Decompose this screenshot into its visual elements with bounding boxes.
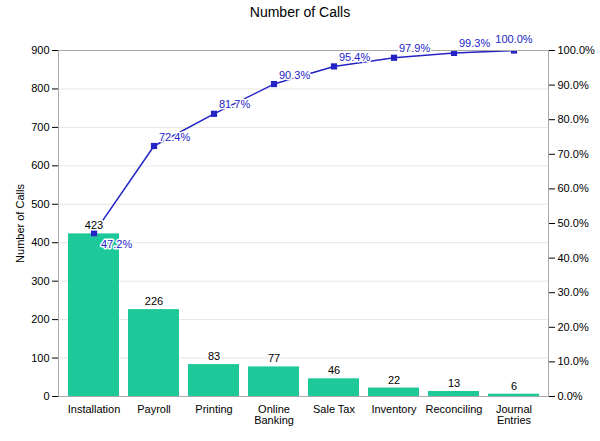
svg-text:423: 423: [85, 219, 103, 231]
svg-text:30.0%: 30.0%: [558, 286, 589, 298]
svg-text:JournalEntries: JournalEntries: [496, 403, 532, 426]
svg-text:226: 226: [145, 295, 163, 307]
svg-text:800: 800: [31, 82, 49, 94]
svg-text:13: 13: [448, 377, 460, 389]
svg-text:Number of Calls: Number of Calls: [14, 184, 26, 263]
svg-text:47.2%: 47.2%: [101, 238, 132, 250]
svg-text:300: 300: [31, 275, 49, 287]
svg-text:90.0%: 90.0%: [558, 79, 589, 91]
svg-text:Sale Tax: Sale Tax: [313, 403, 355, 415]
svg-text:80.0%: 80.0%: [558, 113, 589, 125]
svg-text:90.3%: 90.3%: [279, 69, 310, 81]
svg-text:100.0%: 100.0%: [495, 33, 533, 45]
svg-text:500: 500: [31, 198, 49, 210]
svg-text:100.0%: 100.0%: [558, 44, 596, 56]
svg-text:100: 100: [31, 352, 49, 364]
svg-text:400: 400: [31, 236, 49, 248]
svg-text:Installation: Installation: [68, 403, 121, 415]
svg-text:40.0%: 40.0%: [558, 252, 589, 264]
svg-text:0: 0: [43, 390, 49, 402]
svg-text:0.0%: 0.0%: [558, 390, 583, 402]
svg-text:46: 46: [328, 364, 340, 376]
svg-text:77: 77: [268, 352, 280, 364]
svg-text:10.0%: 10.0%: [558, 355, 589, 367]
svg-text:Inventory: Inventory: [371, 403, 417, 415]
svg-text:22: 22: [388, 374, 400, 386]
svg-text:83: 83: [208, 350, 220, 362]
svg-text:60.0%: 60.0%: [558, 182, 589, 194]
svg-text:81.7%: 81.7%: [219, 98, 250, 110]
svg-text:OnlineBanking: OnlineBanking: [254, 403, 294, 426]
svg-text:72.4%: 72.4%: [159, 131, 190, 143]
svg-text:600: 600: [31, 159, 49, 171]
svg-text:Printing: Printing: [195, 403, 232, 415]
svg-text:70.0%: 70.0%: [558, 148, 589, 160]
svg-text:50.0%: 50.0%: [558, 217, 589, 229]
svg-text:Reconciling: Reconciling: [426, 403, 483, 415]
svg-text:200: 200: [31, 313, 49, 325]
svg-text:97.9%: 97.9%: [399, 42, 430, 54]
svg-text:700: 700: [31, 121, 49, 133]
svg-text:900: 900: [31, 44, 49, 56]
svg-text:Payroll: Payroll: [137, 403, 171, 415]
svg-text:95.4%: 95.4%: [339, 51, 370, 63]
svg-text:6: 6: [511, 380, 517, 392]
svg-text:99.3%: 99.3%: [459, 37, 490, 49]
svg-text:20.0%: 20.0%: [558, 321, 589, 333]
html-text:Number of Calls: Number of Calls: [249, 4, 351, 20]
